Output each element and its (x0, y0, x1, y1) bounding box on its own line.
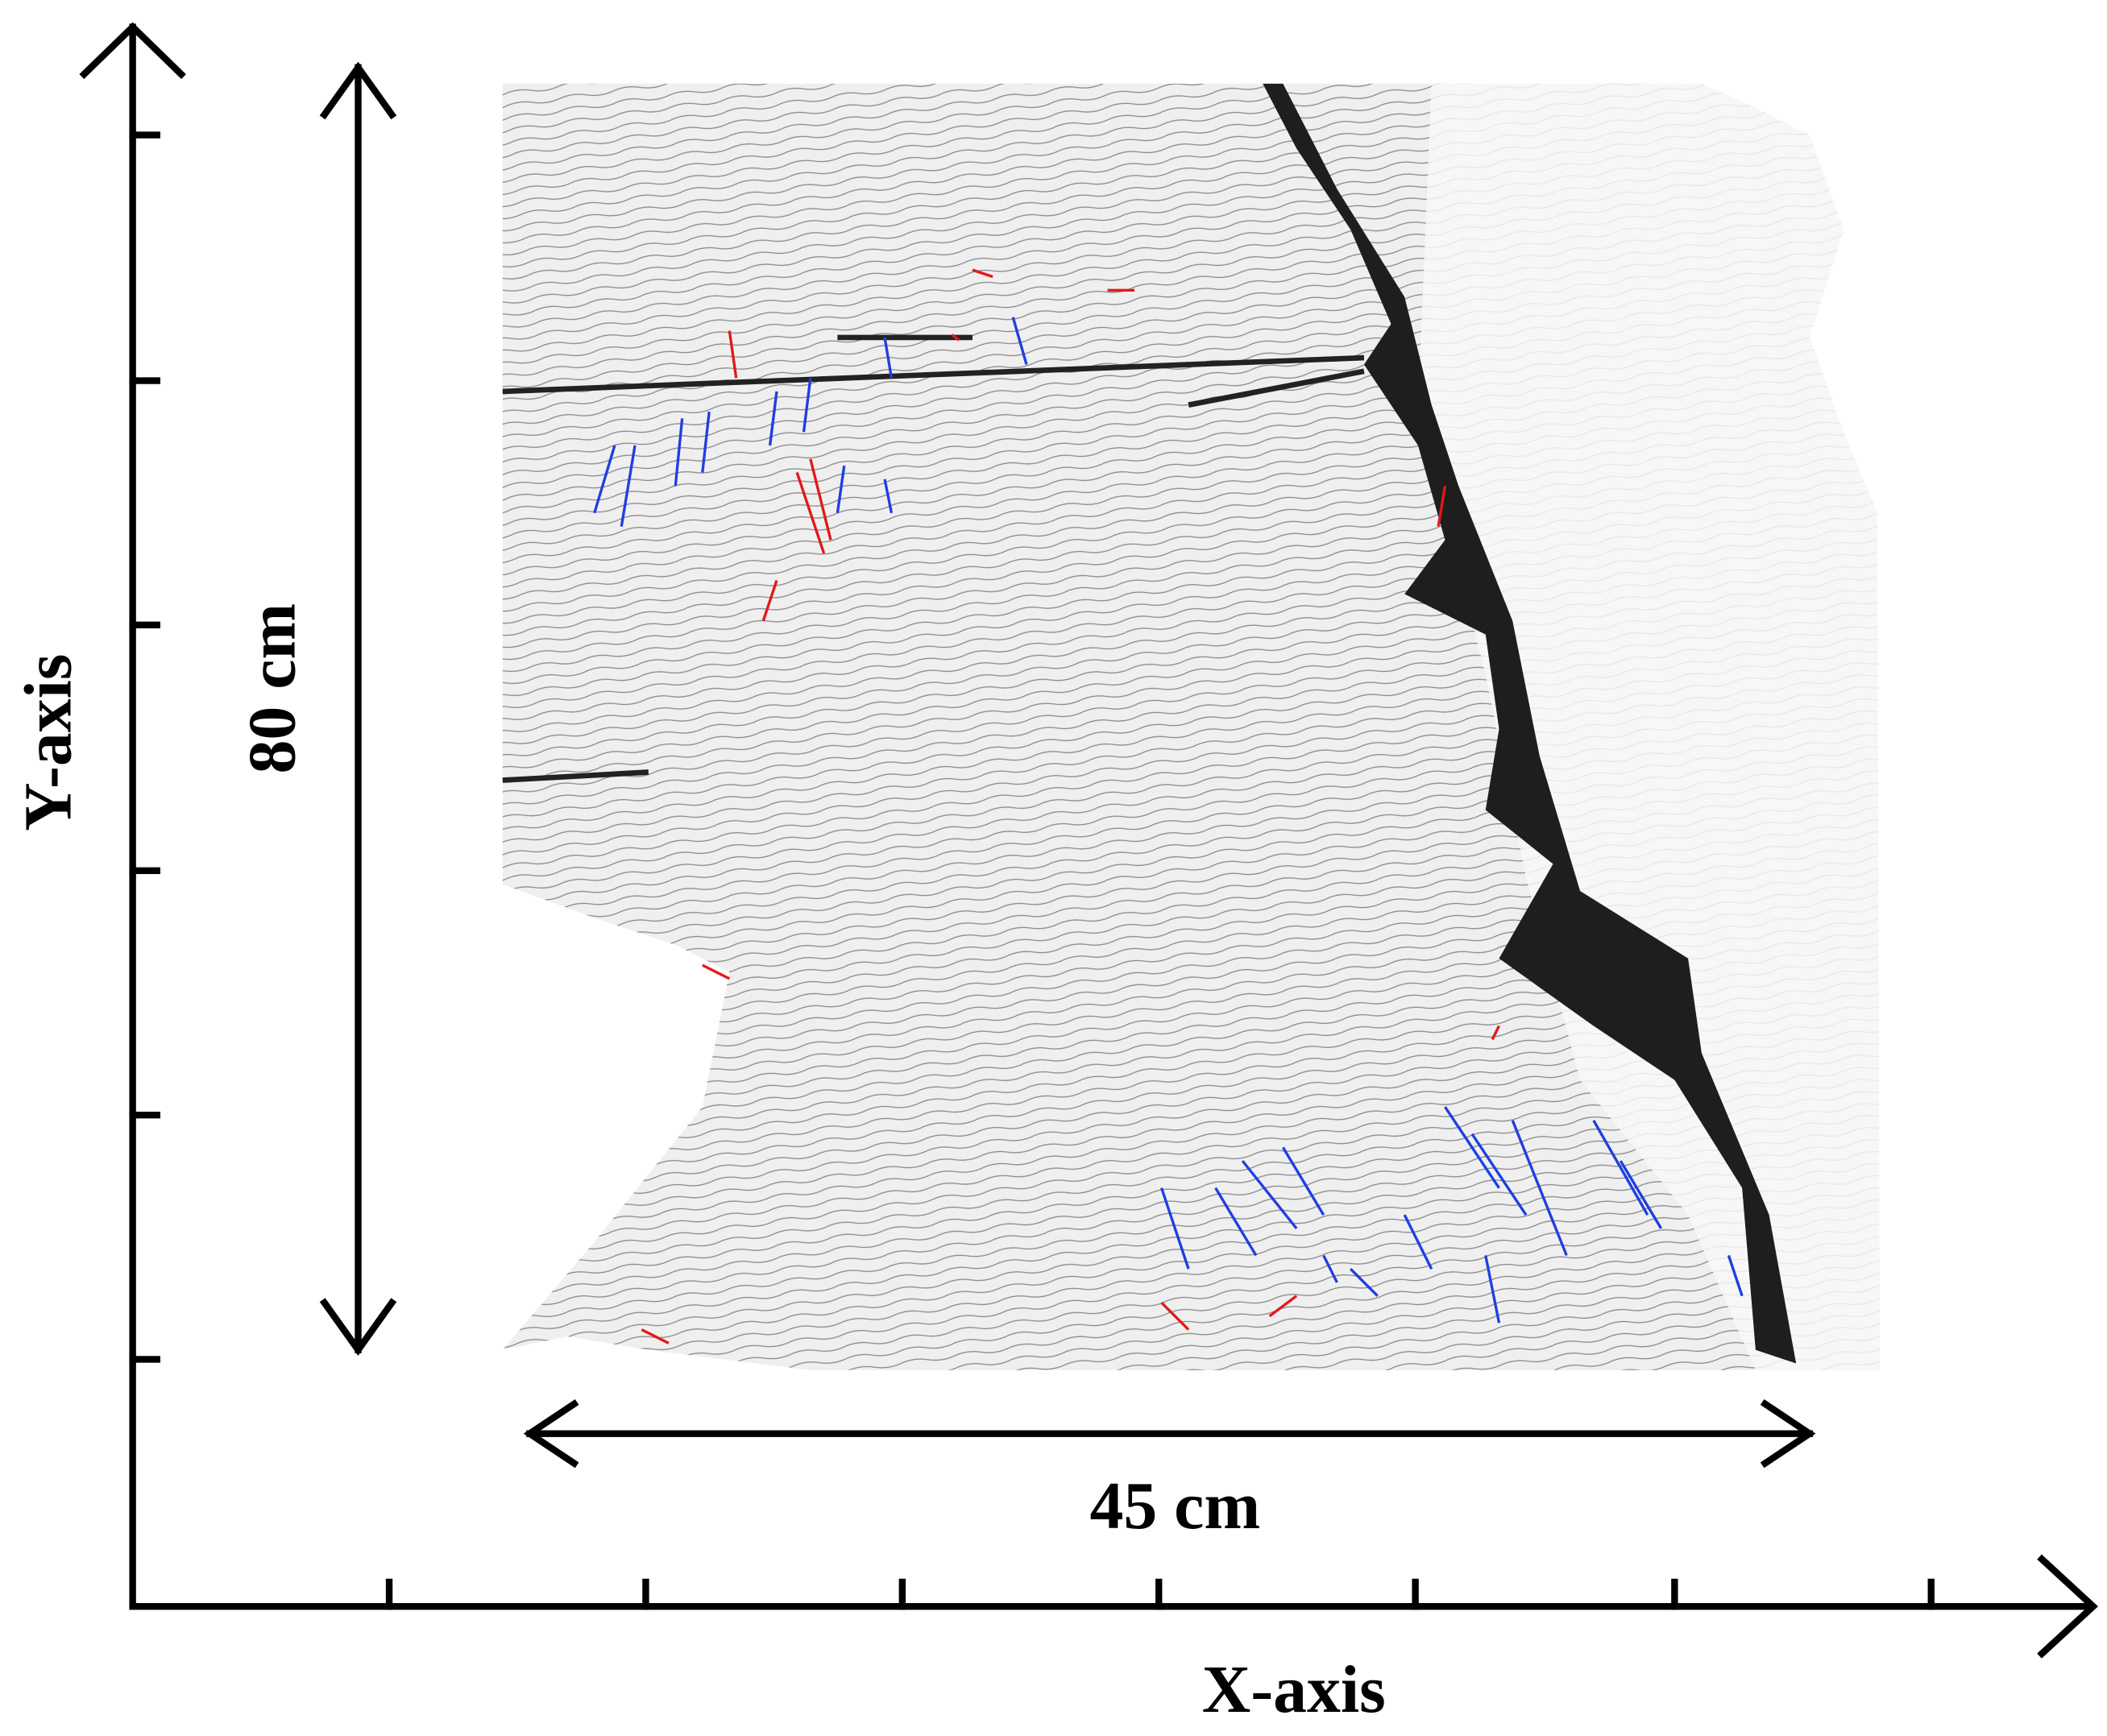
y-axis-label: Y-axis (11, 653, 86, 831)
x-axis-label: X-axis (1202, 1652, 1386, 1727)
axis-lines (129, 23, 2094, 1610)
width-label: 45 cm (1089, 1469, 1260, 1543)
height-label: 80 cm (235, 603, 310, 774)
scan-image (502, 83, 1881, 1370)
height-arrow (319, 61, 397, 1356)
y-ticks (129, 131, 160, 1363)
y-arrowhead (79, 22, 186, 80)
width-arrow (523, 1398, 1816, 1469)
x-ticks (385, 1578, 1935, 1610)
x-arrowhead (2037, 1554, 2099, 1659)
